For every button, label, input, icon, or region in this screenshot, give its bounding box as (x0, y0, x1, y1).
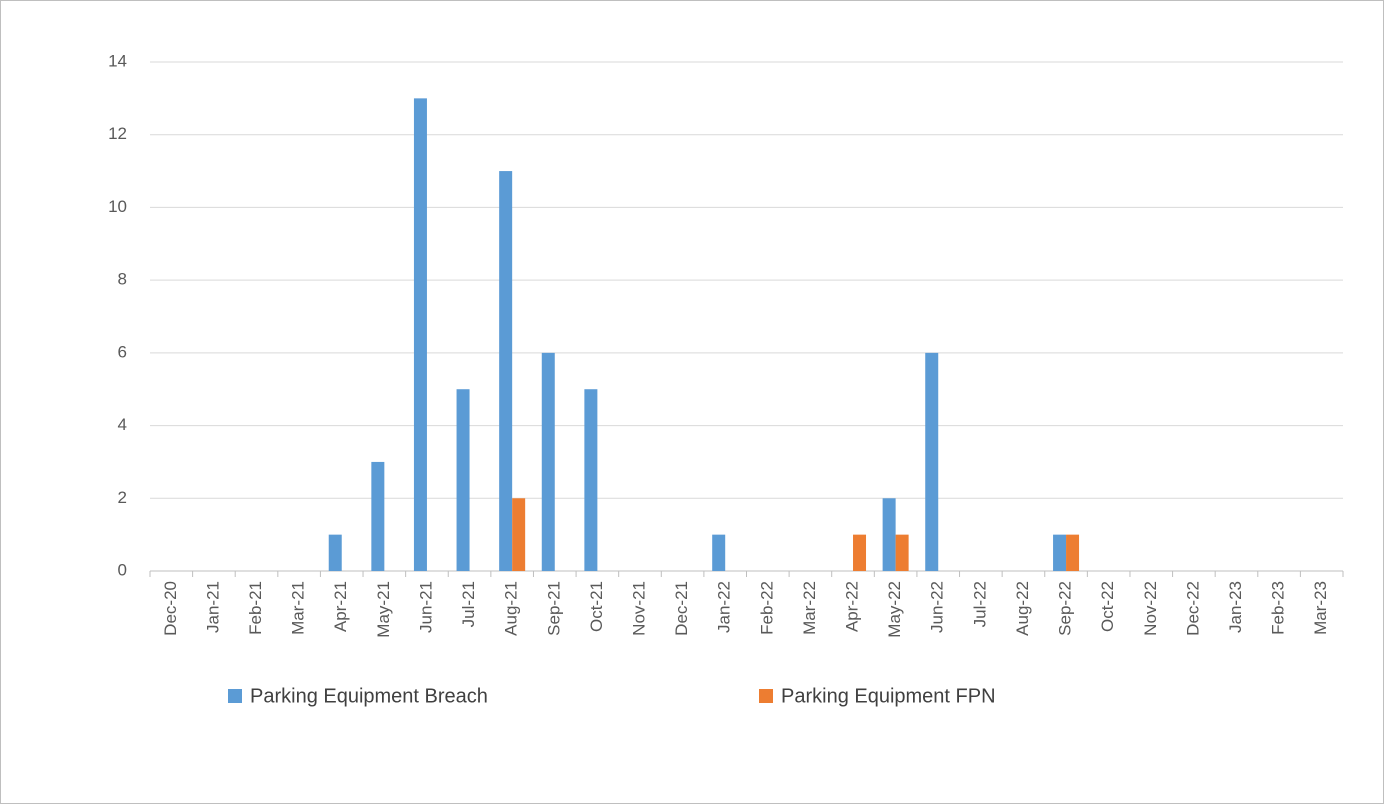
x-tick-label: Sep-22 (1056, 581, 1075, 636)
bar (1066, 534, 1080, 571)
bar (1053, 534, 1067, 571)
bar (584, 389, 598, 571)
x-tick-label: Dec-20 (161, 581, 180, 636)
bar (371, 461, 385, 571)
bar (413, 98, 427, 571)
bar (853, 534, 867, 571)
bar (456, 389, 470, 571)
y-tick-label: 0 (118, 560, 127, 579)
x-tick-label: Apr-21 (331, 581, 350, 632)
x-tick-label: Jun-21 (416, 581, 435, 633)
x-tick-label: Dec-22 (1183, 581, 1202, 636)
legend-swatch (228, 689, 242, 703)
x-tick-label: May-22 (885, 581, 904, 638)
x-tick-label: Jan-21 (203, 581, 222, 633)
x-tick-label: Nov-21 (629, 581, 648, 636)
bar (895, 534, 909, 571)
x-tick-label: Jun-22 (928, 581, 947, 633)
x-tick-label: Feb-23 (1269, 581, 1288, 635)
legend-swatch (759, 689, 773, 703)
x-tick-label: Aug-21 (502, 581, 521, 636)
bar (712, 534, 726, 571)
y-tick-label: 8 (118, 270, 127, 289)
bar (512, 498, 526, 571)
x-tick-label: Oct-21 (587, 581, 606, 632)
x-tick-label: Dec-21 (672, 581, 691, 636)
legend-label: Parking Equipment Breach (250, 685, 488, 707)
bar (328, 534, 342, 571)
x-tick-label: Feb-22 (757, 581, 776, 635)
x-tick-label: Jul-21 (459, 581, 478, 627)
y-tick-label: 14 (108, 51, 127, 70)
bar (541, 352, 555, 571)
y-tick-label: 4 (118, 415, 127, 434)
y-tick-label: 10 (108, 197, 127, 216)
y-tick-label: 12 (108, 124, 127, 143)
x-tick-label: Aug-22 (1013, 581, 1032, 636)
x-tick-label: Oct-22 (1098, 581, 1117, 632)
x-tick-label: Apr-22 (843, 581, 862, 632)
x-tick-label: Jul-22 (970, 581, 989, 627)
x-tick-label: May-21 (374, 581, 393, 638)
y-tick-label: 2 (118, 488, 127, 507)
legend-label: Parking Equipment FPN (781, 685, 996, 707)
bar (882, 498, 896, 571)
x-tick-label: Mar-23 (1311, 581, 1330, 635)
bar (499, 171, 513, 572)
x-tick-label: Mar-21 (289, 581, 308, 635)
x-tick-label: Feb-21 (246, 581, 265, 635)
x-tick-label: Jan-23 (1226, 581, 1245, 633)
bar (925, 352, 939, 571)
x-tick-label: Nov-22 (1141, 581, 1160, 636)
x-tick-label: Sep-21 (544, 581, 563, 636)
x-tick-label: Mar-22 (800, 581, 819, 635)
y-tick-label: 6 (118, 342, 127, 361)
x-tick-label: Jan-22 (715, 581, 734, 633)
